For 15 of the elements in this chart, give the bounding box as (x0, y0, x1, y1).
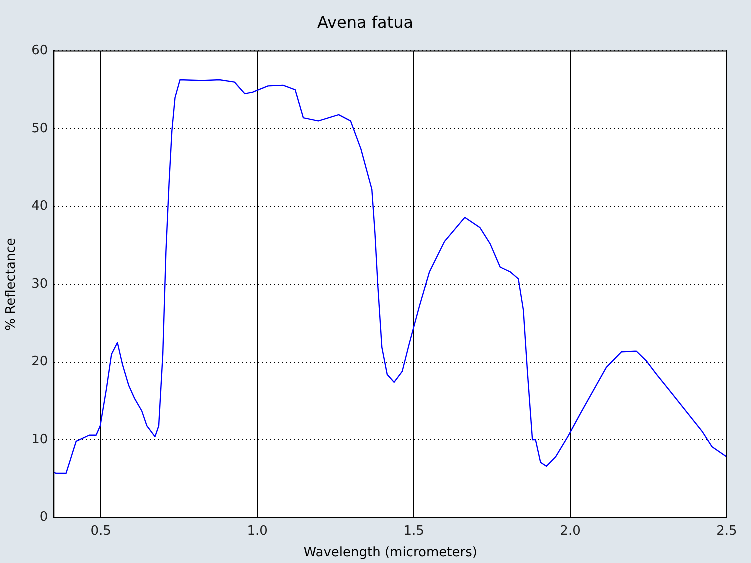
x-tick-label: 1.0 (247, 524, 268, 539)
chart-title: Avena fatua (317, 12, 414, 32)
x-axis-title: Wavelength (micrometers) (304, 546, 478, 561)
x-tick-label: 1.5 (404, 524, 424, 539)
x-tick-label: 2.0 (560, 524, 581, 539)
y-axis-title: % Reflectance (4, 238, 20, 331)
y-tick-label: 0 (40, 510, 48, 526)
y-tick-label: 60 (32, 44, 48, 59)
y-tick-label: 10 (32, 432, 48, 448)
y-tick-label: 50 (32, 121, 48, 136)
x-tick-label: 0.5 (90, 524, 112, 539)
y-tick-label: 30 (32, 276, 48, 292)
x-tick-label: 2.5 (716, 524, 738, 539)
y-tick-label: 40 (32, 199, 48, 214)
y-tick-label: 20 (32, 354, 48, 370)
